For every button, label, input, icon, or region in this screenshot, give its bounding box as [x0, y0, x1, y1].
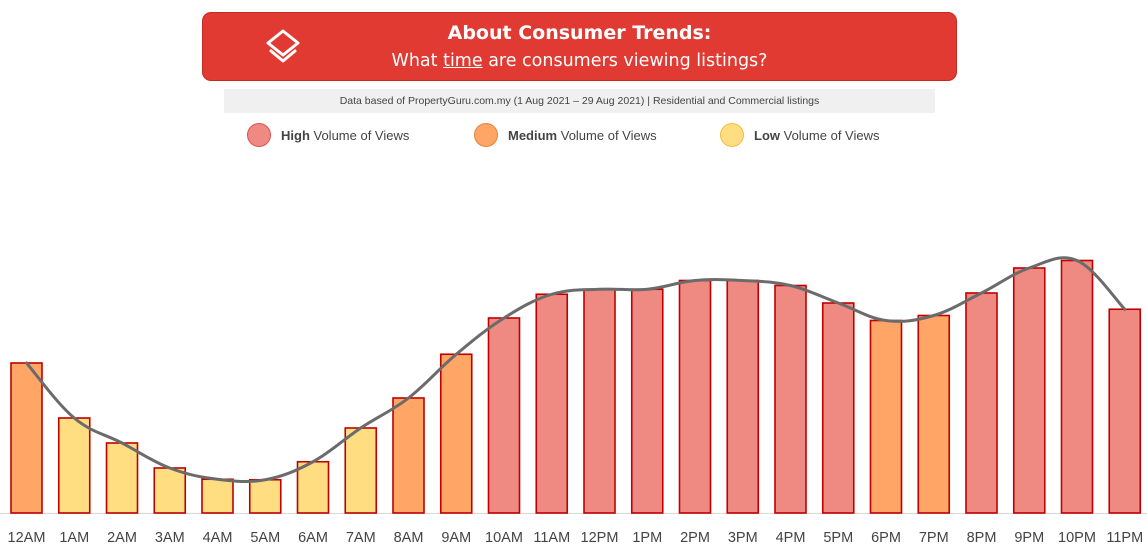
x-tick-label: 12AM [8, 530, 46, 546]
bar-8AM [392, 397, 425, 514]
legend-medium-swatch [474, 123, 498, 147]
bar-8PM [965, 292, 998, 514]
x-tick-label: 4PM [776, 530, 806, 546]
x-tick-label: 8PM [967, 530, 997, 546]
bar-10AM [487, 317, 521, 514]
legend-medium: Medium Volume of Views [474, 120, 657, 150]
x-tick-label: 10AM [485, 530, 523, 546]
bar-4AM [201, 478, 234, 514]
bar-11PM [1108, 308, 1142, 514]
bar-7PM [917, 314, 951, 514]
legend-high-swatch [247, 123, 271, 147]
bar-6AM [296, 460, 330, 514]
x-tick-label: 4AM [203, 530, 233, 546]
x-tick-label: 12PM [581, 530, 619, 546]
source-note: Data based of PropertyGuru.com.my (1 Aug… [224, 89, 935, 113]
x-tick-label: 9PM [1014, 530, 1044, 546]
x-tick-label: 9AM [441, 530, 471, 546]
x-tick-label: 6AM [298, 530, 328, 546]
bar-1AM [57, 417, 91, 514]
x-tick-label: 2PM [680, 530, 710, 546]
bar-2AM [105, 442, 139, 514]
x-tick-label: 8AM [394, 530, 424, 546]
x-tick-label: 11AM [533, 530, 570, 546]
x-tick-label: 1PM [632, 530, 662, 546]
x-tick-label: 5AM [250, 530, 280, 546]
bar-3PM [726, 279, 760, 514]
x-tick-label: 10PM [1058, 530, 1096, 546]
bar-2PM [678, 279, 712, 514]
bar-4PM [774, 284, 807, 514]
legend-low: Low Volume of Views [720, 120, 879, 150]
header-banner: About Consumer Trends: What time are con… [202, 12, 957, 81]
x-tick-label: 1AM [59, 530, 89, 546]
bar-3AM [153, 467, 187, 514]
bar-9PM [1012, 267, 1046, 514]
x-tick-label: 3PM [728, 530, 758, 546]
bar-5PM [821, 302, 855, 514]
bar-11AM [535, 293, 569, 514]
x-tick-label: 7PM [919, 530, 949, 546]
chart-title: About Consumer Trends: [447, 22, 712, 44]
legend-low-label: Low Volume of Views [754, 127, 880, 143]
chart-subtitle: What time are consumers viewing listings… [391, 51, 768, 71]
legend-low-swatch [720, 123, 744, 147]
bar-6PM [869, 319, 903, 514]
x-tick-label: 7AM [346, 530, 376, 546]
legend-high: High Volume of Views [247, 120, 409, 150]
bar-5AM [248, 478, 282, 514]
legend-medium-label: Medium Volume of Views [508, 127, 657, 143]
propertyguru-logo-icon [266, 29, 300, 63]
x-tick-label: 6PM [871, 530, 901, 546]
bar-1PM [630, 288, 664, 514]
bar-10PM [1060, 259, 1094, 514]
views-by-hour-chart: 12AM 1AM 2AM 3AM 4AM 5AM 6AM 7AM 8AM 9AM 10AM 11AM 1… [0, 256, 1147, 546]
bar-9AM [439, 353, 473, 514]
bar-7AM [344, 427, 378, 514]
x-tick-label: 11PM [1106, 530, 1143, 546]
trend-line [25, 256, 1127, 484]
x-tick-label: 5PM [823, 530, 853, 546]
legend-high-label: High Volume of Views [281, 127, 410, 143]
x-tick-label: 3AM [155, 530, 185, 546]
x-tick-label: 2AM [107, 530, 137, 546]
bar-12AM [10, 362, 43, 514]
bar-12PM [583, 288, 616, 514]
